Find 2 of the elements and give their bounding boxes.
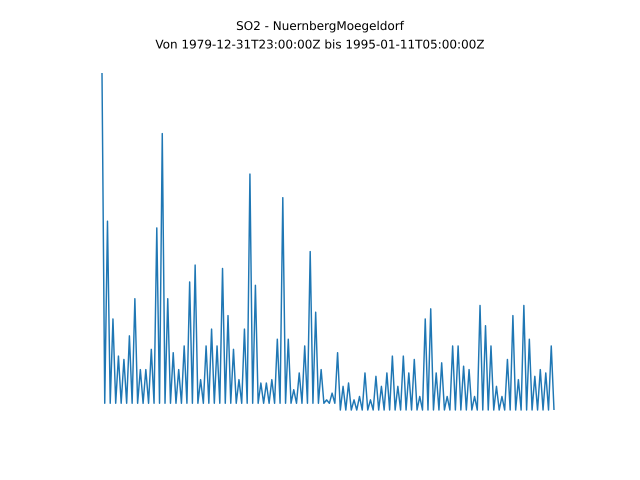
chart-title: SO2 - NuernbergMoegeldorf [236,20,404,32]
chart-subtitle: Von 1979-12-31T23:00:00Z bis 1995-01-11T05:00:00Z [155,39,484,49]
